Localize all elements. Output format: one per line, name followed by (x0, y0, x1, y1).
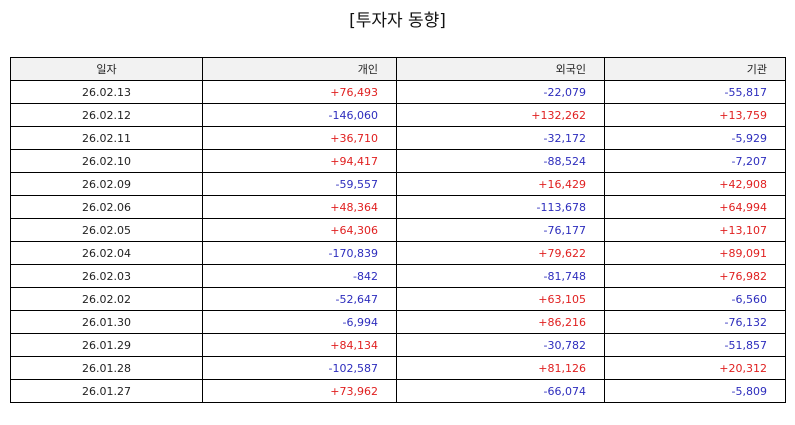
foreign-cell: +63,105 (396, 287, 605, 311)
foreign-cell: +86,216 (396, 310, 605, 334)
individual-cell: -59,557 (202, 172, 397, 196)
date-cell: 26.02.10 (10, 149, 203, 173)
date-cell: 26.02.11 (10, 126, 203, 150)
date-cell: 26.02.05 (10, 218, 203, 242)
foreign-cell: -76,177 (396, 218, 605, 242)
date-cell: 26.01.28 (10, 356, 203, 380)
date-cell: 26.01.29 (10, 333, 203, 357)
institution-cell: -7,207 (604, 149, 786, 173)
individual-cell: -842 (202, 264, 397, 288)
table-row: 26.01.28 -102,587 +81,126 +20,312 (10, 356, 786, 380)
table-row: 26.02.06 +48,364 -113,678 +64,994 (10, 195, 786, 219)
date-cell: 26.02.02 (10, 287, 203, 311)
date-cell: 26.02.09 (10, 172, 203, 196)
investor-trend-table: 일자 개인 외국인 기관 26.02.13 +76,493 -22,079 -55,8… (10, 57, 786, 403)
institution-cell: +13,107 (604, 218, 786, 242)
individual-cell: +84,134 (202, 333, 397, 357)
column-header-individual: 개인 (202, 57, 397, 81)
institution-cell: -55,817 (604, 80, 786, 104)
institution-cell: -6,560 (604, 287, 786, 311)
date-cell: 26.02.06 (10, 195, 203, 219)
institution-cell: +13,759 (604, 103, 786, 127)
date-cell: 26.02.13 (10, 80, 203, 104)
institution-cell: -51,857 (604, 333, 786, 357)
institution-cell: +20,312 (604, 356, 786, 380)
individual-cell: -102,587 (202, 356, 397, 380)
foreign-cell: -81,748 (396, 264, 605, 288)
table-row: 26.01.30 -6,994 +86,216 -76,132 (10, 310, 786, 334)
individual-cell: +48,364 (202, 195, 397, 219)
date-cell: 26.02.04 (10, 241, 203, 265)
table-row: 26.02.12 -146,060 +132,262 +13,759 (10, 103, 786, 127)
table-row: 26.02.10 +94,417 -88,524 -7,207 (10, 149, 786, 173)
individual-cell: +76,493 (202, 80, 397, 104)
foreign-cell: -22,079 (396, 80, 605, 104)
individual-cell: +73,962 (202, 379, 397, 403)
table-row: 26.02.09 -59,557 +16,429 +42,908 (10, 172, 786, 196)
foreign-cell: -30,782 (396, 333, 605, 357)
foreign-cell: -32,172 (396, 126, 605, 150)
foreign-cell: +81,126 (396, 356, 605, 380)
individual-cell: -146,060 (202, 103, 397, 127)
date-cell: 26.02.03 (10, 264, 203, 288)
table-row: 26.01.29 +84,134 -30,782 -51,857 (10, 333, 786, 357)
foreign-cell: +132,262 (396, 103, 605, 127)
individual-cell: -6,994 (202, 310, 397, 334)
table-row: 26.02.13 +76,493 -22,079 -55,817 (10, 80, 786, 104)
individual-cell: +36,710 (202, 126, 397, 150)
column-header-foreign: 외국인 (396, 57, 605, 81)
institution-cell: -5,809 (604, 379, 786, 403)
column-header-date: 일자 (10, 57, 203, 81)
date-cell: 26.01.27 (10, 379, 203, 403)
foreign-cell: +79,622 (396, 241, 605, 265)
table-row: 26.01.27 +73,962 -66,074 -5,809 (10, 379, 786, 403)
foreign-cell: +16,429 (396, 172, 605, 196)
table-row: 26.02.04 -170,839 +79,622 +89,091 (10, 241, 786, 265)
column-header-institution: 기관 (604, 57, 786, 81)
table-header-row: 일자 개인 외국인 기관 (10, 57, 786, 81)
page-title: [투자자 동향] (349, 11, 446, 31)
table-body: 26.02.13 +76,493 -22,079 -55,817 26.02.12 -14… (10, 80, 786, 403)
individual-cell: +94,417 (202, 149, 397, 173)
date-cell: 26.01.30 (10, 310, 203, 334)
institution-cell: +89,091 (604, 241, 786, 265)
date-cell: 26.02.12 (10, 103, 203, 127)
foreign-cell: -113,678 (396, 195, 605, 219)
individual-cell: +64,306 (202, 218, 397, 242)
foreign-cell: -88,524 (396, 149, 605, 173)
institution-cell: +76,982 (604, 264, 786, 288)
institution-cell: +42,908 (604, 172, 786, 196)
institution-cell: -76,132 (604, 310, 786, 334)
table-row: 26.02.11 +36,710 -32,172 -5,929 (10, 126, 786, 150)
individual-cell: -170,839 (202, 241, 397, 265)
institution-cell: +64,994 (604, 195, 786, 219)
individual-cell: -52,647 (202, 287, 397, 311)
foreign-cell: -66,074 (396, 379, 605, 403)
table-row: 26.02.02 -52,647 +63,105 -6,560 (10, 287, 786, 311)
institution-cell: -5,929 (604, 126, 786, 150)
table-row: 26.02.03 -842 -81,748 +76,982 (10, 264, 786, 288)
table-row: 26.02.05 +64,306 -76,177 +13,107 (10, 218, 786, 242)
